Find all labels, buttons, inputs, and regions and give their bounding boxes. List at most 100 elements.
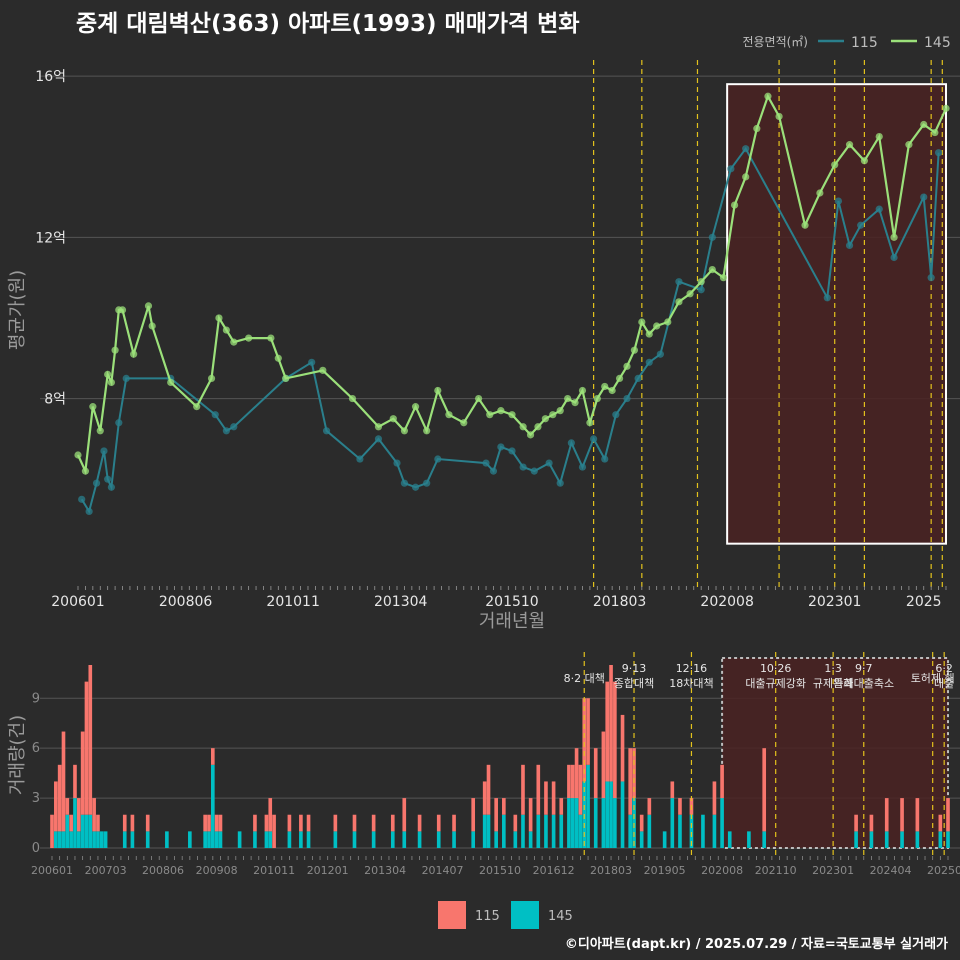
data-point-145 [222,326,230,334]
data-point-145 [423,427,431,435]
bar-145 [670,798,675,848]
bottom-x-tick-label: 201905 [644,864,686,877]
data-point-115 [890,253,898,262]
bar-145 [559,814,564,848]
data-point-145 [586,419,594,427]
bar-115 [586,698,590,765]
bar-145 [701,814,705,848]
top-highlight-rect [726,83,948,545]
bar-145 [938,831,943,848]
bar-145 [502,814,506,848]
bottom-highlight-rect [721,657,949,849]
data-point-145 [942,104,950,112]
data-point-115 [393,459,401,467]
data-point-145 [675,298,683,306]
data-point-115 [742,145,750,153]
bar-115 [762,748,767,832]
data-point-115 [356,455,364,463]
bar-115 [211,748,215,765]
data-point-145 [526,431,535,439]
bar-115 [402,798,407,832]
data-point-115 [857,221,865,229]
data-point-145 [534,423,542,431]
bar-145 [287,831,292,848]
data-point-145 [411,403,420,411]
bar-115 [203,814,207,832]
bar-115 [613,681,617,799]
legend-title: 전용면적(㎡) [742,35,808,49]
bar-145 [333,831,338,848]
bar-145 [471,831,476,848]
bar-115 [306,814,311,832]
data-point-145 [400,427,409,435]
data-point-145 [578,386,587,395]
bottom-x-tick-label: 200806 [142,864,184,877]
policy-annotation: 6·2 대출 [934,662,954,690]
bar-115 [253,814,257,832]
top-x-axis-title: 거래년월 [479,611,545,632]
bar-115 [593,748,598,799]
data-point-115 [423,479,431,487]
bar-115 [559,798,564,815]
data-point-115 [482,459,490,467]
bar-145 [639,831,644,848]
data-point-115 [834,197,843,205]
data-point-145 [118,306,127,314]
bar-145 [900,831,904,848]
bar-145 [762,831,767,848]
data-point-115 [645,358,653,366]
legend-bar-label-145: 145 [548,909,573,924]
data-point-115 [211,411,219,419]
legend-label-145: 145 [924,35,951,51]
bar-145 [578,814,583,848]
bar-115 [582,698,587,782]
data-point-115 [927,274,935,282]
bar-115 [854,814,858,832]
data-point-145 [519,423,527,431]
bar-145 [390,831,395,848]
bar-115 [130,814,135,832]
bar-115 [69,814,73,832]
data-point-115 [545,459,553,467]
bottom-x-tick-label: 201612 [533,864,575,877]
data-point-115 [934,149,943,157]
data-point-115 [601,455,609,463]
bar-145 [57,831,62,848]
bar-115 [92,798,96,832]
bar-115 [884,798,889,832]
bar-145 [486,814,491,848]
bar-115 [80,731,85,815]
bar-115 [869,814,874,832]
top-y-tick-label: 8억 [44,392,66,408]
data-point-115 [122,374,130,383]
bar-115 [900,798,904,832]
chart-title: 중계 대림벽산(363) 아파트(1993) 매매가격 변화 [76,11,580,37]
bottom-y-ticks: 0 3 6 9 [32,691,40,856]
data-point-145 [623,362,631,370]
bar-115 [486,764,491,815]
bar-145 [218,831,223,848]
bar-145 [884,831,889,848]
data-point-115 [590,435,598,443]
bar-115 [76,798,81,832]
bar-145 [80,814,85,848]
data-point-145 [664,318,672,326]
top-y-tick-label: 16억 [35,69,66,85]
bottom-x-tick-label: 201803 [590,864,632,877]
bar-115 [371,814,376,832]
bottom-legend: 115 145 [438,901,573,929]
bar-145 [586,764,590,848]
data-point-115 [104,475,112,483]
data-point-145 [319,366,327,374]
bottom-x-tick-label: 202008 [701,864,743,877]
bar-145 [712,814,717,848]
bar-115 [84,681,89,815]
data-point-115 [100,447,108,455]
bar-115 [452,814,456,832]
bar-145 [570,798,575,848]
data-point-145 [445,411,453,419]
bar-115 [567,764,571,799]
bar-145 [73,798,77,848]
bar-145 [211,764,215,848]
